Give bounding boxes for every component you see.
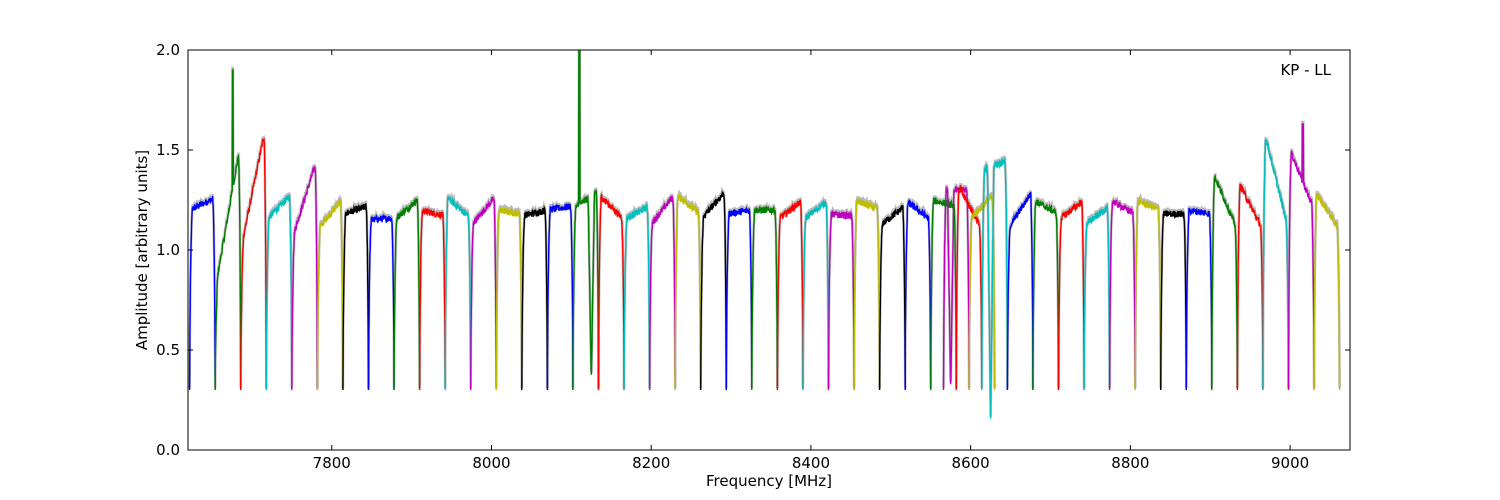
channel-line-9	[418, 207, 446, 391]
channel-line-27	[878, 204, 906, 391]
channel-line-38	[1108, 199, 1136, 391]
channel-line-5	[316, 197, 344, 391]
channel-line-35	[1032, 199, 1060, 391]
y-axis-ticks: 0.0 0.5 1.0 1.5 2.0	[156, 41, 1350, 459]
x-tick-label: 8200	[632, 454, 670, 472]
channel-line-25	[827, 209, 855, 391]
channel-line-42	[1211, 175, 1239, 391]
channel-line-20	[700, 190, 727, 391]
y-tick-label: 1.5	[156, 141, 180, 159]
channel-line-46	[1313, 192, 1341, 391]
x-axis-ticks: 7800 8000 8200 8400 8600 8800 9000	[313, 50, 1309, 472]
y-tick-label: 1.0	[156, 241, 180, 259]
channel-line-40	[1160, 209, 1187, 391]
x-tick-label: 8000	[472, 454, 510, 472]
series-layer	[188, 50, 1341, 419]
channel-line-29	[930, 197, 957, 391]
channel-line-19	[674, 192, 702, 391]
channel-line-8	[393, 198, 421, 391]
y-axis-label: Amplitude [arbitrary units]	[133, 150, 151, 350]
channel-line-2	[240, 138, 267, 391]
channel-line-10	[444, 196, 472, 391]
channel-line-26	[853, 198, 881, 391]
channel-line-4	[291, 166, 319, 391]
channel-line-33	[981, 157, 1009, 419]
channel-line-37	[1083, 204, 1111, 391]
x-tick-label: 8400	[792, 454, 830, 472]
channel-line-34	[1006, 192, 1034, 391]
channel-line-32	[968, 194, 996, 391]
channel-line-14	[546, 203, 574, 391]
x-tick-label: 8800	[1111, 454, 1149, 472]
channel-line-17	[623, 203, 651, 391]
channel-line-6	[342, 202, 370, 391]
channel-line-16	[597, 193, 625, 391]
channel-line-44	[1262, 139, 1290, 391]
channel-line-45	[1287, 123, 1315, 391]
channel-line-28	[904, 199, 932, 391]
x-axis-label: Frequency [MHz]	[706, 472, 832, 490]
channel-line-0	[188, 195, 216, 391]
channel-line-15	[572, 50, 600, 391]
channel-line-43	[1236, 184, 1264, 391]
channel-line-12	[495, 206, 523, 391]
y-tick-label: 2.0	[156, 41, 180, 59]
y-tick-label: 0.0	[156, 441, 180, 459]
channel-line-11	[470, 196, 497, 391]
channel-line-7	[367, 213, 395, 391]
channel-line-18	[648, 195, 676, 391]
channel-line-23	[776, 199, 804, 391]
x-tick-label: 9000	[1271, 454, 1309, 472]
shadow-line-31	[955, 183, 984, 389]
chart-annotation: KP - LL	[1280, 61, 1331, 79]
channel-line-41	[1185, 208, 1213, 391]
x-tick-label: 8600	[952, 454, 990, 472]
channel-line-13	[521, 204, 549, 391]
channel-line-3	[265, 194, 293, 391]
y-tick-label: 0.5	[156, 341, 180, 359]
channel-line-21	[725, 206, 753, 391]
channel-line-22	[751, 204, 779, 391]
channel-line-36	[1057, 199, 1085, 391]
channel-line-31	[955, 185, 983, 391]
channel-line-39	[1134, 196, 1162, 391]
channel-line-1	[214, 69, 242, 391]
channel-line-24	[802, 199, 830, 391]
channel-line-30	[942, 185, 970, 391]
x-tick-label: 7800	[313, 454, 351, 472]
